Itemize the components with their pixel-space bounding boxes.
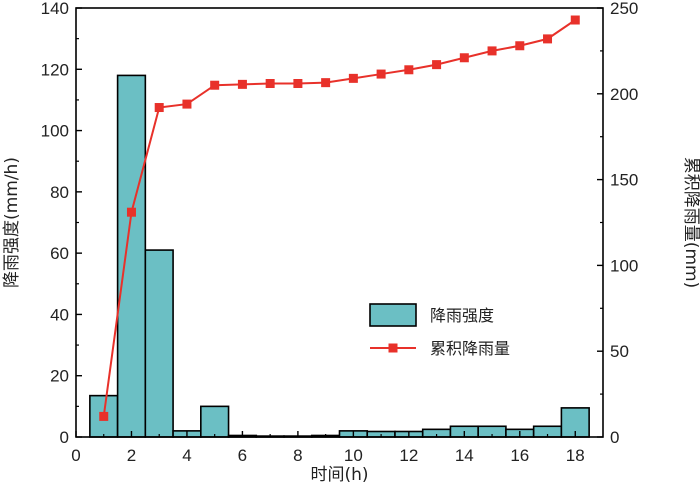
yr-tick-label-250: 250 <box>610 0 638 18</box>
y-left-axis-title: 降雨强度(mm/h) <box>2 157 22 288</box>
cumulative-point-1 <box>99 411 109 421</box>
cumulative-line <box>102 19 576 417</box>
cumulative-point-4 <box>182 99 192 109</box>
yl-tick-label-80: 80 <box>50 183 69 202</box>
yr-tick-label-150: 150 <box>610 171 638 190</box>
x-tick-label-6: 6 <box>238 446 247 465</box>
x-tick-label-2: 2 <box>127 446 136 465</box>
cumulative-point-9 <box>321 78 331 88</box>
x-axis-title: 时间(h) <box>310 465 368 485</box>
yr-tick-label-0: 0 <box>610 428 619 447</box>
x-tick-label-8: 8 <box>293 446 302 465</box>
x-tick-label-10: 10 <box>344 446 363 465</box>
cumulative-point-7 <box>265 79 275 89</box>
cumulative-point-18 <box>570 15 580 25</box>
legend-bar-label: 降雨强度 <box>430 306 494 325</box>
yl-tick-label-40: 40 <box>50 305 69 324</box>
y-right-axis-title: 累积降雨量(mm) <box>681 157 700 288</box>
cumulative-point-3 <box>154 103 164 113</box>
cumulative-point-17 <box>543 34 553 44</box>
cumulative-point-2 <box>126 207 136 217</box>
cumulative-point-12 <box>404 65 414 75</box>
bar-2 <box>116 74 147 438</box>
x-tick-label-4: 4 <box>182 446 191 465</box>
cumulative-point-16 <box>515 41 525 51</box>
yl-tick-label-100: 100 <box>41 122 69 141</box>
yl-tick-label-120: 120 <box>41 60 69 79</box>
x-tick-label-14: 14 <box>455 446 474 465</box>
cumulative-point-13 <box>432 60 442 70</box>
legend-line-marker <box>388 343 398 353</box>
x-tick-label-18: 18 <box>566 446 585 465</box>
yl-tick-label-0: 0 <box>60 428 69 447</box>
cumulative-point-15 <box>487 46 497 56</box>
legend-bar-swatch <box>369 303 417 327</box>
yl-tick-label-60: 60 <box>50 244 69 263</box>
bar-5 <box>200 405 230 438</box>
legend-line-label: 累积降雨量 <box>430 339 510 358</box>
x-tick-label-0: 0 <box>71 446 80 465</box>
cumulative-point-5 <box>210 80 220 90</box>
cumulative-point-6 <box>237 79 247 89</box>
x-tick-label-16: 16 <box>510 446 529 465</box>
cumulative-point-14 <box>459 53 469 63</box>
yl-tick-label-140: 140 <box>41 0 69 18</box>
x-tick-label-12: 12 <box>399 446 418 465</box>
cumulative-point-11 <box>376 69 386 79</box>
cumulative-point-8 <box>293 79 303 89</box>
yr-tick-label-200: 200 <box>610 85 638 104</box>
cumulative-point-10 <box>348 73 358 83</box>
bar-3 <box>144 249 174 438</box>
yr-tick-label-100: 100 <box>610 256 638 275</box>
yl-tick-label-20: 20 <box>50 367 69 386</box>
yr-tick-label-50: 50 <box>610 342 629 361</box>
